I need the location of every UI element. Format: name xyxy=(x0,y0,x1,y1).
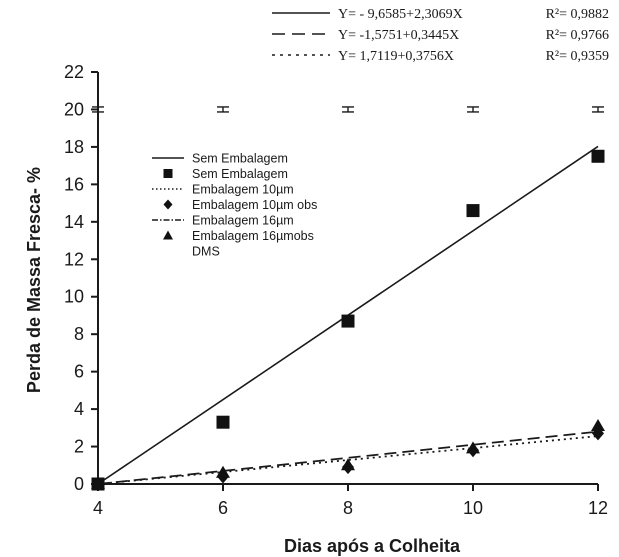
legend-label: DMS xyxy=(192,245,220,259)
x-tick-label: 6 xyxy=(218,498,228,518)
legend-label: Sem Embalagem xyxy=(192,152,288,166)
axes: 0 2 4 6 8 10 12 14 16 18 20 22 4 6 8 10 12 xyxy=(64,62,608,518)
equation-text: Y= -1,5751+0,3445X xyxy=(338,28,459,43)
y-tick-label: 12 xyxy=(64,249,84,269)
legend-label: Sem Embalagem xyxy=(192,167,288,181)
equation-r2: R²= 0,9359 xyxy=(546,49,609,64)
legend-square-marker xyxy=(163,169,173,178)
x-tick-label: 10 xyxy=(463,498,483,518)
x-axis-title: Dias após a Colheita xyxy=(284,536,461,556)
legend-label: Embalagem 16µmobs xyxy=(192,229,314,243)
square-point xyxy=(466,204,480,218)
dms-bar xyxy=(592,106,604,113)
triangle-point xyxy=(341,458,355,471)
dms-bar xyxy=(342,106,354,113)
triangle-point xyxy=(466,441,480,454)
dms-error-bars xyxy=(92,106,604,113)
y-tick-label: 16 xyxy=(64,174,84,194)
x-tick-label: 4 xyxy=(93,498,103,518)
legend-triangle-marker xyxy=(163,230,173,240)
legend-label: Embalagem 16µm xyxy=(192,214,294,228)
square-point xyxy=(591,149,605,163)
triangle-point xyxy=(591,418,605,431)
x-tick-label: 12 xyxy=(588,498,608,518)
equation-r2: R²= 0,9766 xyxy=(546,28,609,43)
fit-line-4 xyxy=(97,430,599,485)
dms-bar xyxy=(217,106,229,113)
square-point xyxy=(216,415,230,429)
square-point xyxy=(341,314,355,328)
dms-bar xyxy=(467,106,479,113)
equations-box: Y= - 9,6585+2,3069X R²= 0,9882 Y= -1,5751+… xyxy=(272,7,609,64)
legend-label: Embalagem 10µm obs xyxy=(192,198,317,212)
triangle-point xyxy=(216,465,230,478)
y-axis-title: Perda de Massa Fresca- % xyxy=(24,167,44,393)
y-tick-label: 20 xyxy=(64,99,84,119)
legend-diamond-marker xyxy=(163,199,173,210)
triangle-point xyxy=(91,477,105,489)
y-tick-label: 14 xyxy=(64,212,84,232)
legend-label: Embalagem 10µm xyxy=(192,183,294,197)
x-tick-label: 8 xyxy=(343,498,353,518)
y-tick-label: 18 xyxy=(64,137,84,157)
dms-bar xyxy=(92,106,104,113)
data-points xyxy=(91,149,605,491)
y-tick-label: 2 xyxy=(74,437,84,457)
y-tick-label: 22 xyxy=(64,62,84,82)
y-tick-label: 4 xyxy=(74,399,84,419)
y-tick-label: 10 xyxy=(64,287,84,307)
y-tick-label: 6 xyxy=(74,362,84,382)
y-tick-label: 8 xyxy=(74,324,84,344)
equation-text: Y= - 9,6585+2,3069X xyxy=(338,7,463,22)
equation-text: Y= 1,7119+0,3756X xyxy=(338,49,454,64)
y-tick-label: 0 xyxy=(74,474,84,494)
equation-r2: R²= 0,9882 xyxy=(546,7,609,22)
